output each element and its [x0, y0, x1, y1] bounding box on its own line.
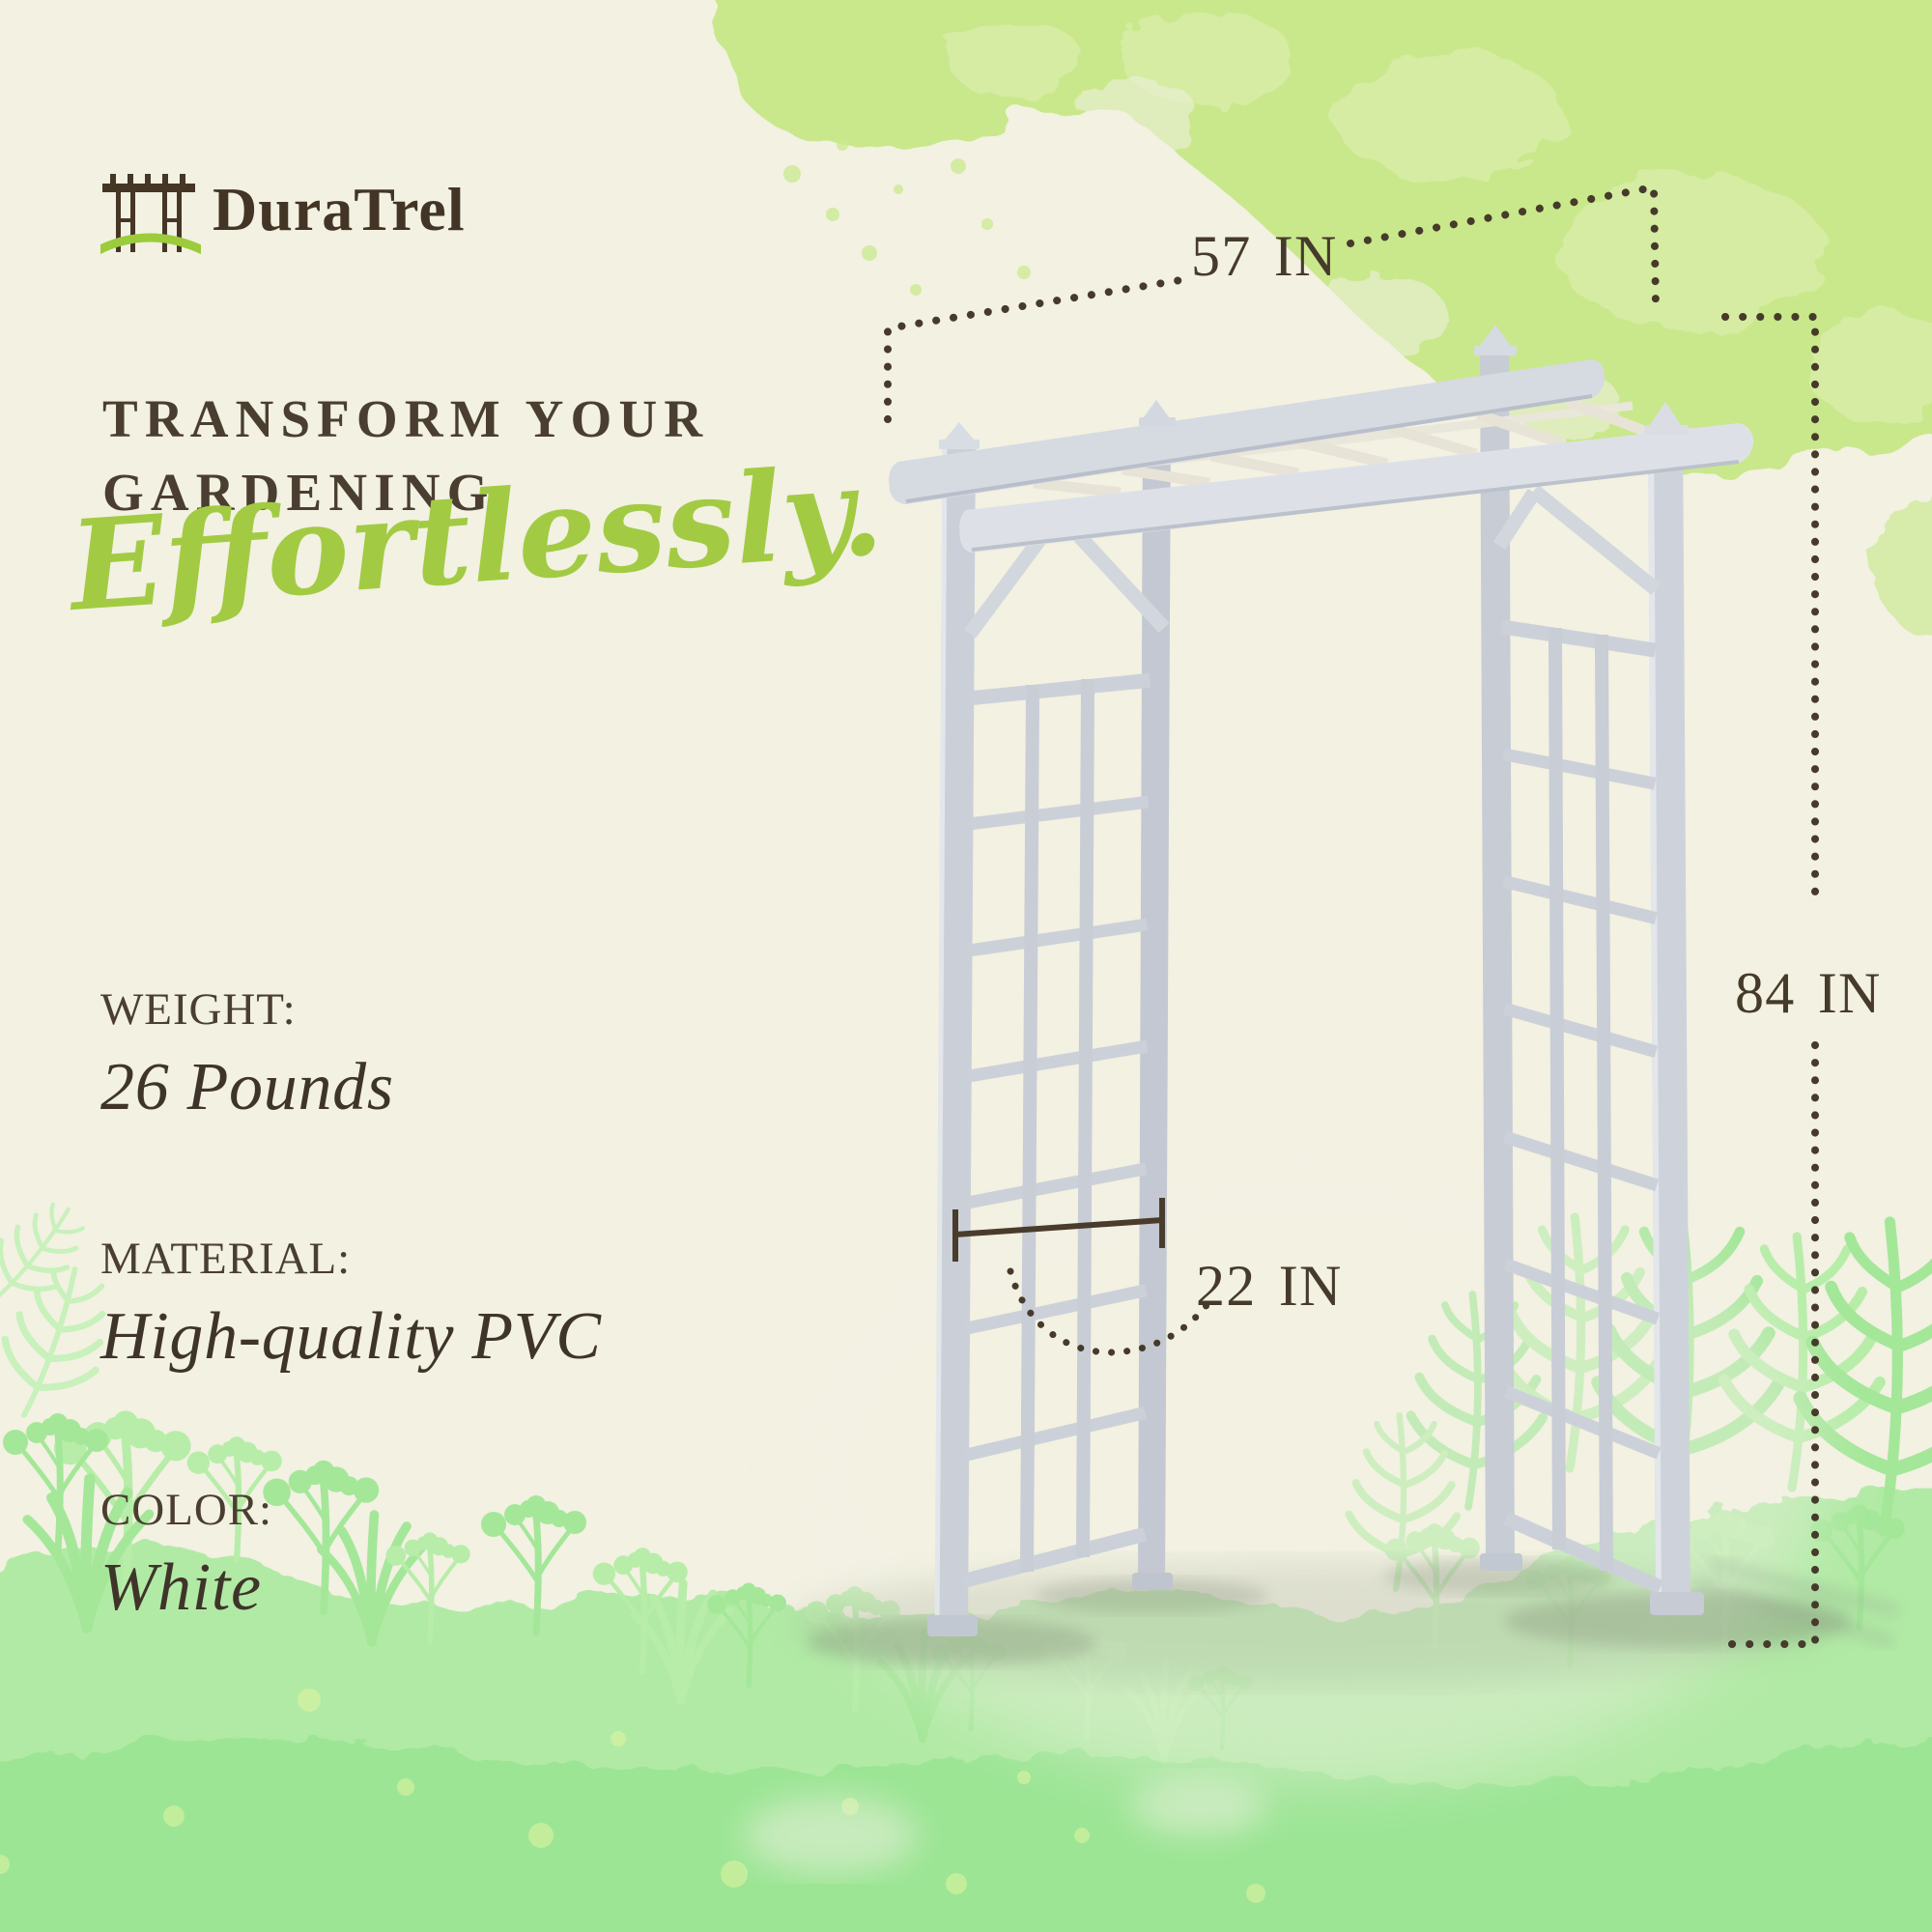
spec-weight: WEIGHT: 26 Pounds: [100, 983, 394, 1126]
height-dotted-line: [1721, 313, 1819, 900]
spec-material-label: MATERIAL:: [100, 1234, 352, 1284]
spec-weight-value: 26 Pounds: [100, 1050, 394, 1124]
dimension-width-label: 57 IN: [1191, 224, 1338, 288]
spec-weight-label: WEIGHT:: [100, 984, 297, 1035]
spec-color-value: White: [100, 1550, 262, 1625]
spec-material: MATERIAL: High-quality PVC: [100, 1233, 602, 1376]
right-trellis-panel: [1500, 619, 1663, 1594]
post-finials: [939, 325, 1689, 449]
spec-material-value: High-quality PVC: [100, 1299, 602, 1374]
spec-color-label: COLOR:: [100, 1485, 272, 1535]
width-dotted-line: [884, 276, 1184, 423]
yellow-speckles: [0, 1689, 1265, 1903]
headline-line1: TRANSFORM YOUR: [102, 389, 710, 448]
headline-line2: GARDENING: [102, 463, 496, 522]
arbor-illustration: [889, 325, 1753, 1636]
watercolor-top-splash: [708, 0, 1932, 635]
left-trellis-panel: [960, 672, 1151, 1589]
dimension-lines: [884, 183, 1819, 1648]
logo-swoosh: [100, 233, 201, 255]
depth-measure: [952, 1198, 1211, 1356]
spec-color: COLOR: White: [100, 1484, 272, 1627]
dimension-height-label: 84 IN: [1735, 961, 1882, 1025]
brand-name: DuraTrel: [213, 175, 466, 243]
headline: TRANSFORM YOUR GARDENING: [102, 383, 709, 529]
arbor-logo-icon: [100, 174, 201, 255]
dimension-depth-label: 22 IN: [1196, 1254, 1343, 1318]
